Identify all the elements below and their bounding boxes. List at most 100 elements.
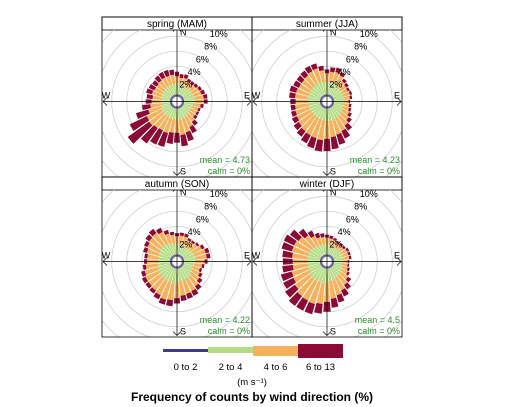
wedge-330-bin-3: [158, 231, 169, 245]
wedge-200-bin-2: [318, 268, 326, 283]
wedge-260-bin-2: [307, 262, 320, 267]
wedge-30-bin-3: [333, 242, 339, 249]
wedge-170-bin-4: [330, 297, 339, 308]
wedge-160-bin-4: [336, 132, 346, 145]
wedge-20-bin-1: [328, 254, 330, 257]
direction-label-e: E: [244, 251, 250, 261]
wedge-280-bin-1: [319, 259, 323, 261]
wedge-120-bin-1: [331, 103, 334, 106]
wedge-230-bin-3: [148, 273, 163, 287]
wedge-30-bin-4: [339, 71, 346, 78]
wedge-260-bin-1: [169, 262, 173, 264]
wedge-50-bin-2: [182, 249, 191, 258]
wedge-10-bin-1: [327, 94, 329, 97]
wedge-300-bin-2: [309, 90, 321, 99]
wedge-320-bin-2: [314, 246, 323, 257]
wedge-160-bin-1: [328, 266, 330, 269]
wedge-190-bin-3: [169, 118, 176, 133]
wedge-100-bin-1: [181, 262, 185, 264]
panel-strip-label: autumn (SON): [145, 179, 209, 190]
wedge-130-bin-1: [180, 104, 183, 107]
wedge-80-bin-3: [342, 256, 350, 260]
wedge-280-bin-1: [169, 259, 173, 261]
wedge-100-bin-2: [184, 262, 194, 266]
wedge-80-bin-3: [194, 94, 204, 100]
calm-label: calm = 0%: [358, 326, 400, 336]
panel-border: [251, 176, 403, 338]
wedge-150-bin-4: [191, 288, 199, 296]
wedge-260-bin-3: [295, 103, 309, 110]
wedge-190-bin-3: [317, 120, 326, 141]
wedge-290-bin-3: [151, 90, 163, 98]
direction-label-n: N: [330, 28, 337, 38]
wedge-20-bin-3: [332, 72, 340, 84]
wedge-10-bin-4: [329, 235, 334, 240]
wedge-300-bin-3: [147, 243, 161, 253]
wedge-240-bin-4: [141, 276, 148, 284]
wedge-220-bin-2: [311, 266, 323, 280]
wedge-250-bin-2: [157, 263, 171, 270]
wedge-40-bin-2: [181, 248, 189, 257]
wedge-140-bin-1: [179, 105, 183, 108]
wedge-190-bin-1: [325, 106, 327, 109]
wedge-110-bin-1: [181, 262, 184, 265]
wedge-170-bin-1: [177, 106, 179, 109]
wedge-280-bin-3: [152, 95, 162, 100]
wedge-70-bin-1: [181, 98, 184, 101]
wedge-350-bin-2: [172, 83, 177, 95]
wedge-160-bin-4: [185, 130, 194, 142]
wedge-150-bin-2: [180, 107, 187, 117]
wedge-340-bin-4: [314, 232, 321, 239]
wedge-330-bin-1: [322, 254, 325, 258]
wedge-340-bin-2: [320, 245, 326, 255]
wedge-340-bin-2: [169, 243, 176, 255]
wedge-50-bin-4: [344, 82, 349, 88]
wedge-340-bin-3: [316, 237, 323, 246]
direction-label-s: S: [330, 327, 336, 337]
wedge-50-bin-3: [189, 85, 196, 92]
wedge-250-bin-1: [320, 102, 323, 105]
wedge-70-bin-2: [183, 253, 195, 260]
wedge-200-bin-1: [324, 266, 326, 269]
wedge-210-bin-3: [302, 279, 318, 301]
wedge-220-bin-1: [321, 265, 325, 268]
wedge-200-bin-3: [311, 118, 322, 139]
ring-label: 2%: [329, 240, 342, 250]
wedge-40-bin-2: [331, 87, 340, 97]
wedge-230-bin-1: [171, 264, 174, 267]
wedge-60-bin-1: [181, 97, 184, 100]
wedge-350-bin-1: [175, 94, 177, 97]
wedge-20-bin-3: [181, 77, 188, 86]
wedge-80-bin-4: [348, 255, 352, 260]
direction-label-e: E: [394, 251, 400, 261]
wedge-310-bin-3: [156, 83, 166, 92]
wedge-210-bin-1: [322, 265, 325, 269]
wedge-190-bin-3: [316, 282, 325, 304]
legend-unit: (m s⁻¹): [237, 377, 267, 388]
mean-label: mean = 4.23: [350, 155, 400, 165]
wedge-260-bin-3: [292, 263, 309, 270]
wedge-350-bin-4: [320, 233, 325, 238]
panel-strip-label: spring (MAM): [147, 19, 207, 30]
wedge-10-bin-1: [177, 254, 179, 257]
wedge-280-bin-2: [307, 256, 320, 261]
axis-arrow: [102, 257, 108, 266]
axis-arrow: [172, 30, 182, 32]
wedge-140-bin-3: [188, 275, 199, 287]
wedge-230-bin-4: [127, 121, 153, 144]
wedge-50-bin-1: [180, 256, 183, 259]
wedge-320-bin-4: [154, 75, 162, 83]
ring-label: 8%: [204, 202, 217, 212]
wedge-300-bin-4: [293, 80, 302, 88]
direction-label-w: W: [252, 251, 261, 261]
wedge-150-bin-4: [340, 288, 349, 297]
legend-label-1: 0 to 2: [174, 362, 198, 373]
wedge-70-bin-2: [333, 94, 344, 100]
wedge-350-bin-1: [325, 94, 327, 97]
axis-arrow: [172, 171, 182, 176]
wedge-100-bin-3: [342, 263, 348, 267]
wedge-260-bin-3: [145, 263, 159, 270]
wedge-10-bin-4: [179, 74, 184, 79]
wedge-150-bin-2: [330, 107, 338, 119]
